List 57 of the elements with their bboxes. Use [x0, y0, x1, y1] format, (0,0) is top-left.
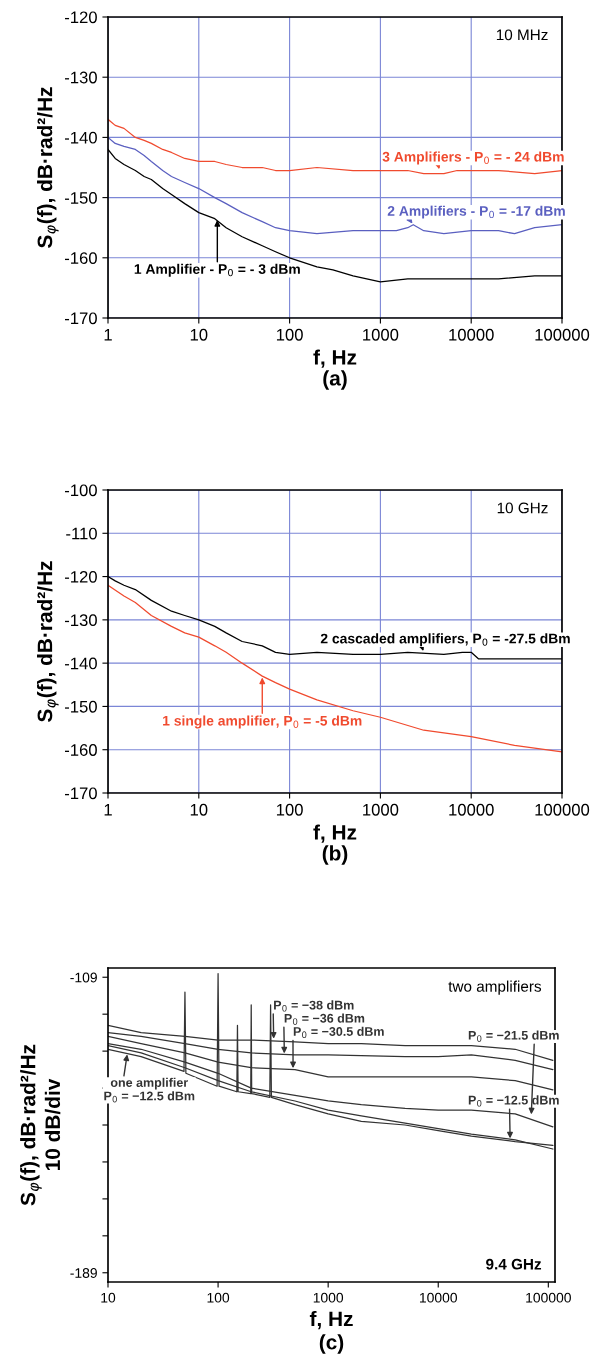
y-tick-label: -189 — [70, 1268, 97, 1278]
annotation: P$_{0}$ = −38 dBm — [274, 1000, 354, 1012]
annotation: 2 Amplifiers - P$_{0}$ = -17 dBm — [387, 205, 565, 219]
y-tick-label: -130 — [64, 614, 97, 627]
annotation: P$_{0}$ = −36 dBm — [284, 1013, 365, 1025]
y-tick-label: -160 — [64, 744, 97, 756]
x-tick-label: 1 — [104, 329, 112, 341]
x-tick-label: 10000 — [449, 328, 494, 341]
y-tick-label: -170 — [64, 312, 97, 325]
y-tick-label: -109 — [70, 972, 97, 983]
y-tick-label: -100 — [64, 484, 97, 497]
annotation: 3 Amplifiers - P$_{0}$ = - 24 dBm — [382, 151, 564, 165]
text: (a) — [323, 370, 347, 390]
y-tick-label: -150 — [64, 192, 97, 204]
x-tick-label: 100 — [276, 803, 303, 816]
annotation: 1 Amplifier - P$_{0}$ = - 3 dBm — [134, 263, 300, 277]
y-tick-label: -140 — [64, 131, 97, 144]
x-tick-label: 1 — [104, 804, 112, 816]
x-tick-label: 100000 — [526, 1292, 571, 1303]
annotation: 9.4 GHz — [486, 1258, 542, 1270]
y-tick-label: -130 — [64, 71, 97, 84]
y-tick-label: -120 — [64, 11, 97, 24]
x-axis-title: f, Hz — [313, 349, 357, 368]
annotation: two amplifiers — [448, 980, 542, 995]
annotation: P$_{0}$ = −30.5 dBm — [293, 1026, 384, 1038]
x-tick-label: 100 — [276, 328, 303, 341]
x-tick-label: 100 — [207, 1292, 230, 1303]
x-tick-label: 100000 — [535, 803, 590, 816]
text: (c) — [319, 1334, 344, 1354]
annotation: 1 single amplifier, P$_{0}$ = -5 dBm — [163, 715, 362, 729]
y-tick-label: -170 — [64, 787, 97, 800]
y-tick-label: -120 — [64, 570, 97, 583]
x-tick-label: 10000 — [449, 803, 494, 816]
y-axis-title: S$_{φ}$(f), dB·rad²/Hz 10 dB/div — [20, 1044, 61, 1206]
annotation: one amplifier P$_{0}$ = −12.5 dBm — [104, 1077, 195, 1103]
x-tick-label: 1000 — [313, 1292, 344, 1303]
text: (b) — [322, 845, 348, 865]
x-tick-label: 10000 — [419, 1292, 458, 1303]
y-axis-title: S$_{φ}$(f), dB·rad²/Hz — [37, 87, 59, 248]
y-tick-label: -110 — [66, 527, 97, 540]
y-tick-label: -150 — [64, 700, 97, 713]
y-tick-label: -160 — [64, 252, 97, 264]
x-tick-label: 10 — [190, 803, 208, 816]
y-axis-title: S$_{φ}$(f), dB·rad²/Hz — [37, 561, 59, 722]
annotation: P$_{0}$ = −21.5 dBm — [468, 1030, 559, 1042]
x-tick-label: 10 — [101, 1292, 116, 1303]
x-axis-title: f, Hz — [309, 1310, 353, 1330]
annotation: P$_{0}$ = −12.5 dBm — [468, 1095, 559, 1107]
annotation: 10 MHz — [496, 29, 548, 41]
x-tick-label: 1000 — [363, 803, 399, 816]
x-tick-label: 100000 — [535, 328, 590, 341]
x-tick-label: 1000 — [363, 328, 399, 341]
annotation: 2 cascaded amplifiers, P$_{0}$ = -27.5 dBm — [320, 633, 570, 647]
annotation: 10 GHz — [497, 502, 548, 514]
y-tick-label: -140 — [64, 657, 97, 670]
x-axis-title: f, Hz — [313, 824, 357, 843]
x-tick-label: 10 — [190, 328, 208, 341]
